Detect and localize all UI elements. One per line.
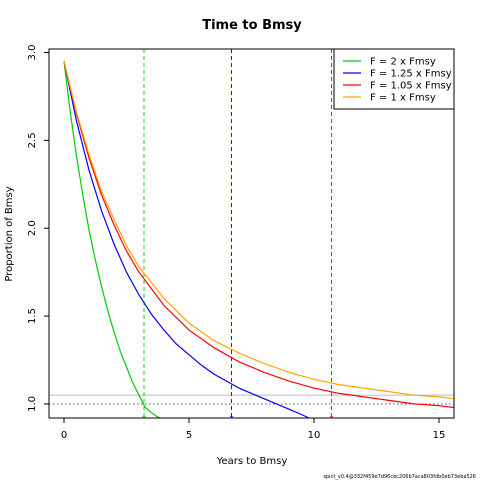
- y-tick-label: 2.0: [27, 220, 38, 236]
- x-axis-label: Years to Bmsy: [216, 456, 288, 467]
- series-line-3: [63, 61, 454, 409]
- chart-title: Time to Bmsy: [202, 18, 302, 33]
- x-axis: 0 5 10 15: [61, 418, 446, 441]
- legend-entry-3: F = 1.05 x Fmsy: [370, 81, 452, 92]
- time-marker-point-2: ×: [229, 414, 235, 422]
- y-tick-label: 3.0: [27, 45, 38, 61]
- y-tick-label: 2.5: [27, 132, 38, 148]
- plot-frame: [48, 48, 455, 419]
- plot-content: × × ×: [49, 49, 454, 422]
- time-marker-point-1: ×: [141, 414, 147, 422]
- x-tick-label: 5: [186, 430, 192, 441]
- legend-entry-4: F = 1 x Fmsy: [370, 93, 436, 104]
- series-line-2: [63, 61, 310, 418]
- x-tick-label: 15: [433, 430, 446, 441]
- x-tick-label: 0: [61, 430, 67, 441]
- time-marker-point-3: ×: [329, 414, 335, 422]
- x-tick-label: 10: [308, 430, 321, 441]
- y-axis: 1.0 1.5 2.0 2.5 3.0: [27, 45, 49, 412]
- plot-area: × × ×: [49, 49, 454, 422]
- legend-entry-1: F = 2 x Fmsy: [370, 57, 436, 68]
- legend-box: [333, 48, 455, 110]
- series-line-1: [63, 61, 161, 418]
- series-line-4: [63, 61, 454, 400]
- legend-entry-2: F = 1.25 x Fmsy: [370, 69, 452, 80]
- footer-version: spict_v0.4@332f459e7d96cec206b7aca803fdb…: [323, 474, 476, 480]
- y-axis-label: Proportion of Bmsy: [4, 186, 15, 281]
- y-tick-label: 1.0: [27, 396, 38, 412]
- y-tick-label: 1.5: [27, 308, 38, 324]
